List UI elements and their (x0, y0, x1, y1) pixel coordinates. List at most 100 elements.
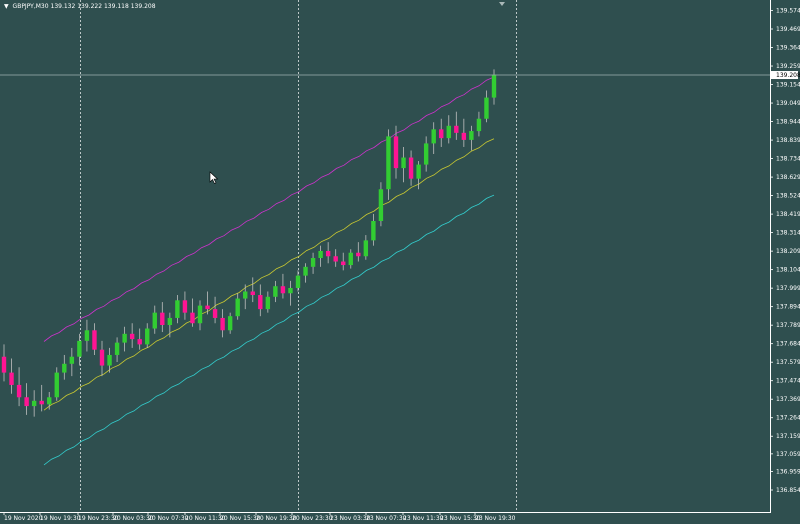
candle-body (484, 97, 489, 119)
price-tick-label: 137.894 (776, 304, 800, 311)
current-price-line: 139.208 (0, 71, 800, 80)
price-tick-label: 138.524 (776, 193, 800, 200)
candle-body (92, 330, 97, 350)
price-tick-label: 139.469 (776, 26, 800, 33)
time-tick-label: 20 Nov 07:30 (148, 515, 189, 522)
price-tick-label: 137.264 (776, 415, 800, 422)
price-tick-label: 138.419 (776, 211, 800, 218)
candle-body (401, 157, 406, 169)
candle-body (431, 129, 436, 144)
channel-line (43, 76, 495, 342)
chart-shift-marker-icon[interactable] (499, 2, 505, 6)
candle-body (114, 342, 120, 355)
candle-body (469, 131, 474, 140)
candle-body (107, 354, 112, 366)
candle-body (235, 298, 240, 317)
time-tick-label: 19 Nov 2020 (4, 515, 43, 522)
ohlc-open: 139.132 (50, 3, 76, 10)
ohlc-close: 139.208 (130, 3, 156, 10)
candle-body (318, 250, 323, 259)
price-tick-label: 136.854 (776, 487, 800, 494)
candle-body (348, 252, 353, 266)
price-tick-label: 138.314 (776, 230, 800, 237)
candle-body (31, 400, 37, 407)
regression-channel (43, 76, 495, 466)
price-tick-label: 137.999 (776, 285, 800, 292)
time-tick-label: 20 Nov 11:30 (185, 515, 226, 522)
candle-body (288, 287, 293, 294)
price-tick-label: 138.104 (776, 267, 800, 274)
symbol-menu-icon[interactable]: ▼ (4, 3, 9, 10)
symbol-header: ▼ GBPJPY,M30 139.132 139.222 139.118 139… (4, 3, 156, 10)
symbol-name: GBPJPY,M30 (12, 3, 49, 10)
time-tick-label: 19 Nov 19:30 (40, 515, 81, 522)
candle-body (54, 372, 59, 398)
candle-body (47, 397, 52, 405)
price-tick-label: 137.059 (776, 451, 800, 458)
candle-body (280, 286, 286, 294)
mouse-cursor-icon (209, 171, 219, 184)
price-tick-label: 138.734 (776, 156, 800, 163)
candle-body (167, 317, 173, 325)
candle-body (454, 125, 459, 133)
candle-body (160, 312, 165, 325)
time-tick-label: 20 Nov 03:30 (113, 515, 154, 522)
candle-body (227, 316, 233, 331)
candle-body (310, 258, 316, 267)
price-tick-label: 137.789 (776, 322, 800, 329)
time-tick-label: 20 Nov 15:30 (220, 515, 261, 522)
candle-body (16, 384, 22, 398)
candle-body (212, 309, 218, 318)
time-tick-label: 23 Nov 03:30 (330, 515, 371, 522)
candle-body (341, 261, 346, 266)
price-tick-label: 138.209 (776, 248, 800, 255)
price-tick-label: 139.154 (776, 82, 800, 89)
candle-body (39, 400, 44, 405)
candle-body (77, 340, 82, 357)
candle-body (205, 305, 210, 310)
price-axis[interactable]: 139.574 139.469 139.364 139.259 139.154 139.0… (770, 0, 800, 512)
candle-body (182, 300, 188, 313)
candle-body (122, 333, 127, 343)
candle-body (152, 312, 157, 329)
price-tick-label: 137.684 (776, 341, 800, 348)
period-separators (80, 0, 517, 512)
price-tick-label: 139.574 (776, 8, 800, 15)
candle-body (393, 136, 399, 169)
price-tick-label: 139.259 (776, 63, 800, 70)
candle-body (371, 220, 376, 241)
candle-body (333, 256, 338, 262)
candle-body (137, 339, 142, 345)
current-price-tag (771, 71, 798, 80)
candle-body (69, 356, 75, 364)
candle-body (9, 372, 14, 385)
candle-body (1, 356, 7, 373)
price-tick-label: 137.579 (776, 359, 800, 366)
candle-body (439, 129, 444, 139)
channel-line (43, 138, 495, 411)
price-tick-label: 137.474 (776, 378, 800, 385)
candle-body (408, 157, 414, 179)
candle-body (220, 317, 225, 331)
price-tick-label: 138.839 (776, 137, 800, 144)
candle-body (325, 250, 331, 257)
price-tick-label: 138.944 (776, 119, 800, 126)
time-tick-label: 20 Nov 23:30 (292, 515, 333, 522)
time-tick-label: 23 Nov 19:30 (475, 515, 516, 522)
candle-body (129, 333, 135, 340)
time-tick-label: 23 Nov 11:30 (403, 515, 444, 522)
candle-body (243, 291, 248, 299)
price-tick-label: 137.159 (776, 433, 800, 440)
candle-body (461, 132, 467, 140)
channel-line (43, 194, 495, 466)
time-tick-label: 20 Nov 19:30 (256, 515, 297, 522)
price-tick-label: 138.629 (776, 174, 800, 181)
candle-body (446, 125, 451, 139)
candle-body (250, 291, 255, 296)
candle-body (363, 240, 369, 257)
candle-body (476, 118, 482, 132)
current-price-label: 139.208 (776, 72, 800, 79)
